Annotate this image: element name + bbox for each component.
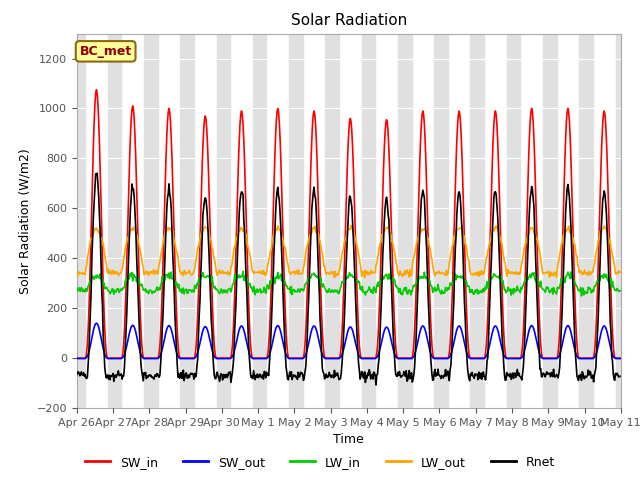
LW_out	[416, 230, 424, 236]
SW_out	[195, 347, 202, 353]
SW_in	[83, 350, 90, 356]
SW_out	[616, 356, 624, 361]
Rnet	[93, 170, 101, 176]
SW_in	[431, 355, 439, 361]
Bar	[144, 34, 149, 408]
Bar	[294, 34, 303, 408]
Bar	[77, 34, 85, 408]
Bar	[289, 34, 294, 408]
Rnet	[140, 378, 147, 384]
Text: BC_met: BC_met	[79, 45, 132, 58]
Bar	[470, 34, 476, 408]
Bar	[616, 34, 621, 408]
Bar	[434, 34, 440, 408]
Bar	[367, 34, 375, 408]
Rnet	[372, 382, 380, 388]
Bar	[331, 34, 339, 408]
LW_in	[139, 284, 147, 290]
LW_out	[432, 270, 440, 276]
SW_in	[415, 183, 423, 189]
SW_in	[223, 355, 231, 361]
Bar	[398, 34, 403, 408]
SW_out	[93, 320, 100, 326]
LW_in	[223, 288, 230, 293]
Rnet	[195, 332, 202, 338]
LW_out	[73, 270, 81, 276]
Bar	[180, 34, 186, 408]
Y-axis label: Solar Radiation (W/m2): Solar Radiation (W/m2)	[18, 148, 31, 294]
Bar	[512, 34, 520, 408]
Bar	[113, 34, 122, 408]
Bar	[543, 34, 548, 408]
Bar	[507, 34, 512, 408]
SW_out	[83, 355, 90, 360]
LW_in	[83, 288, 90, 294]
Rnet	[432, 373, 440, 379]
SW_out	[223, 356, 231, 361]
SW_in	[195, 291, 202, 297]
Rnet	[416, 228, 424, 234]
LW_in	[431, 285, 439, 290]
Bar	[325, 34, 331, 408]
Bar	[403, 34, 412, 408]
Bar	[362, 34, 367, 408]
LW_in	[194, 282, 202, 288]
LW_in	[578, 293, 586, 299]
LW_out	[348, 223, 355, 228]
SW_in	[140, 354, 147, 360]
Bar	[253, 34, 258, 408]
Bar	[149, 34, 157, 408]
SW_in	[93, 87, 100, 93]
SW_out	[415, 333, 423, 338]
Rnet	[223, 375, 231, 381]
Bar	[476, 34, 484, 408]
Bar	[440, 34, 448, 408]
Line: SW_in: SW_in	[77, 90, 620, 358]
SW_out	[140, 355, 147, 361]
Rnet	[616, 373, 624, 379]
LW_in	[616, 288, 624, 294]
Bar	[258, 34, 266, 408]
Bar	[108, 34, 113, 408]
SW_in	[616, 355, 624, 361]
Line: SW_out: SW_out	[77, 323, 620, 359]
LW_out	[139, 262, 147, 267]
X-axis label: Time: Time	[333, 433, 364, 446]
Bar	[548, 34, 557, 408]
Line: LW_out: LW_out	[77, 226, 620, 277]
Bar	[584, 34, 593, 408]
Rnet	[73, 372, 81, 377]
SW_in	[73, 355, 81, 361]
Bar	[579, 34, 584, 408]
LW_out	[223, 271, 230, 277]
LW_in	[415, 274, 423, 279]
Bar	[222, 34, 230, 408]
LW_out	[194, 244, 202, 250]
Line: LW_in: LW_in	[77, 271, 620, 296]
LW_out	[361, 275, 369, 280]
SW_out	[73, 356, 81, 361]
LW_in	[73, 287, 81, 293]
LW_in	[239, 268, 247, 274]
LW_out	[83, 264, 90, 269]
Title: Solar Radiation: Solar Radiation	[291, 13, 407, 28]
Line: Rnet: Rnet	[77, 173, 620, 385]
Bar	[216, 34, 222, 408]
LW_out	[616, 269, 624, 275]
Bar	[186, 34, 194, 408]
SW_out	[431, 356, 439, 361]
Legend: SW_in, SW_out, LW_in, LW_out, Rnet: SW_in, SW_out, LW_in, LW_out, Rnet	[80, 451, 560, 474]
Rnet	[83, 375, 90, 381]
